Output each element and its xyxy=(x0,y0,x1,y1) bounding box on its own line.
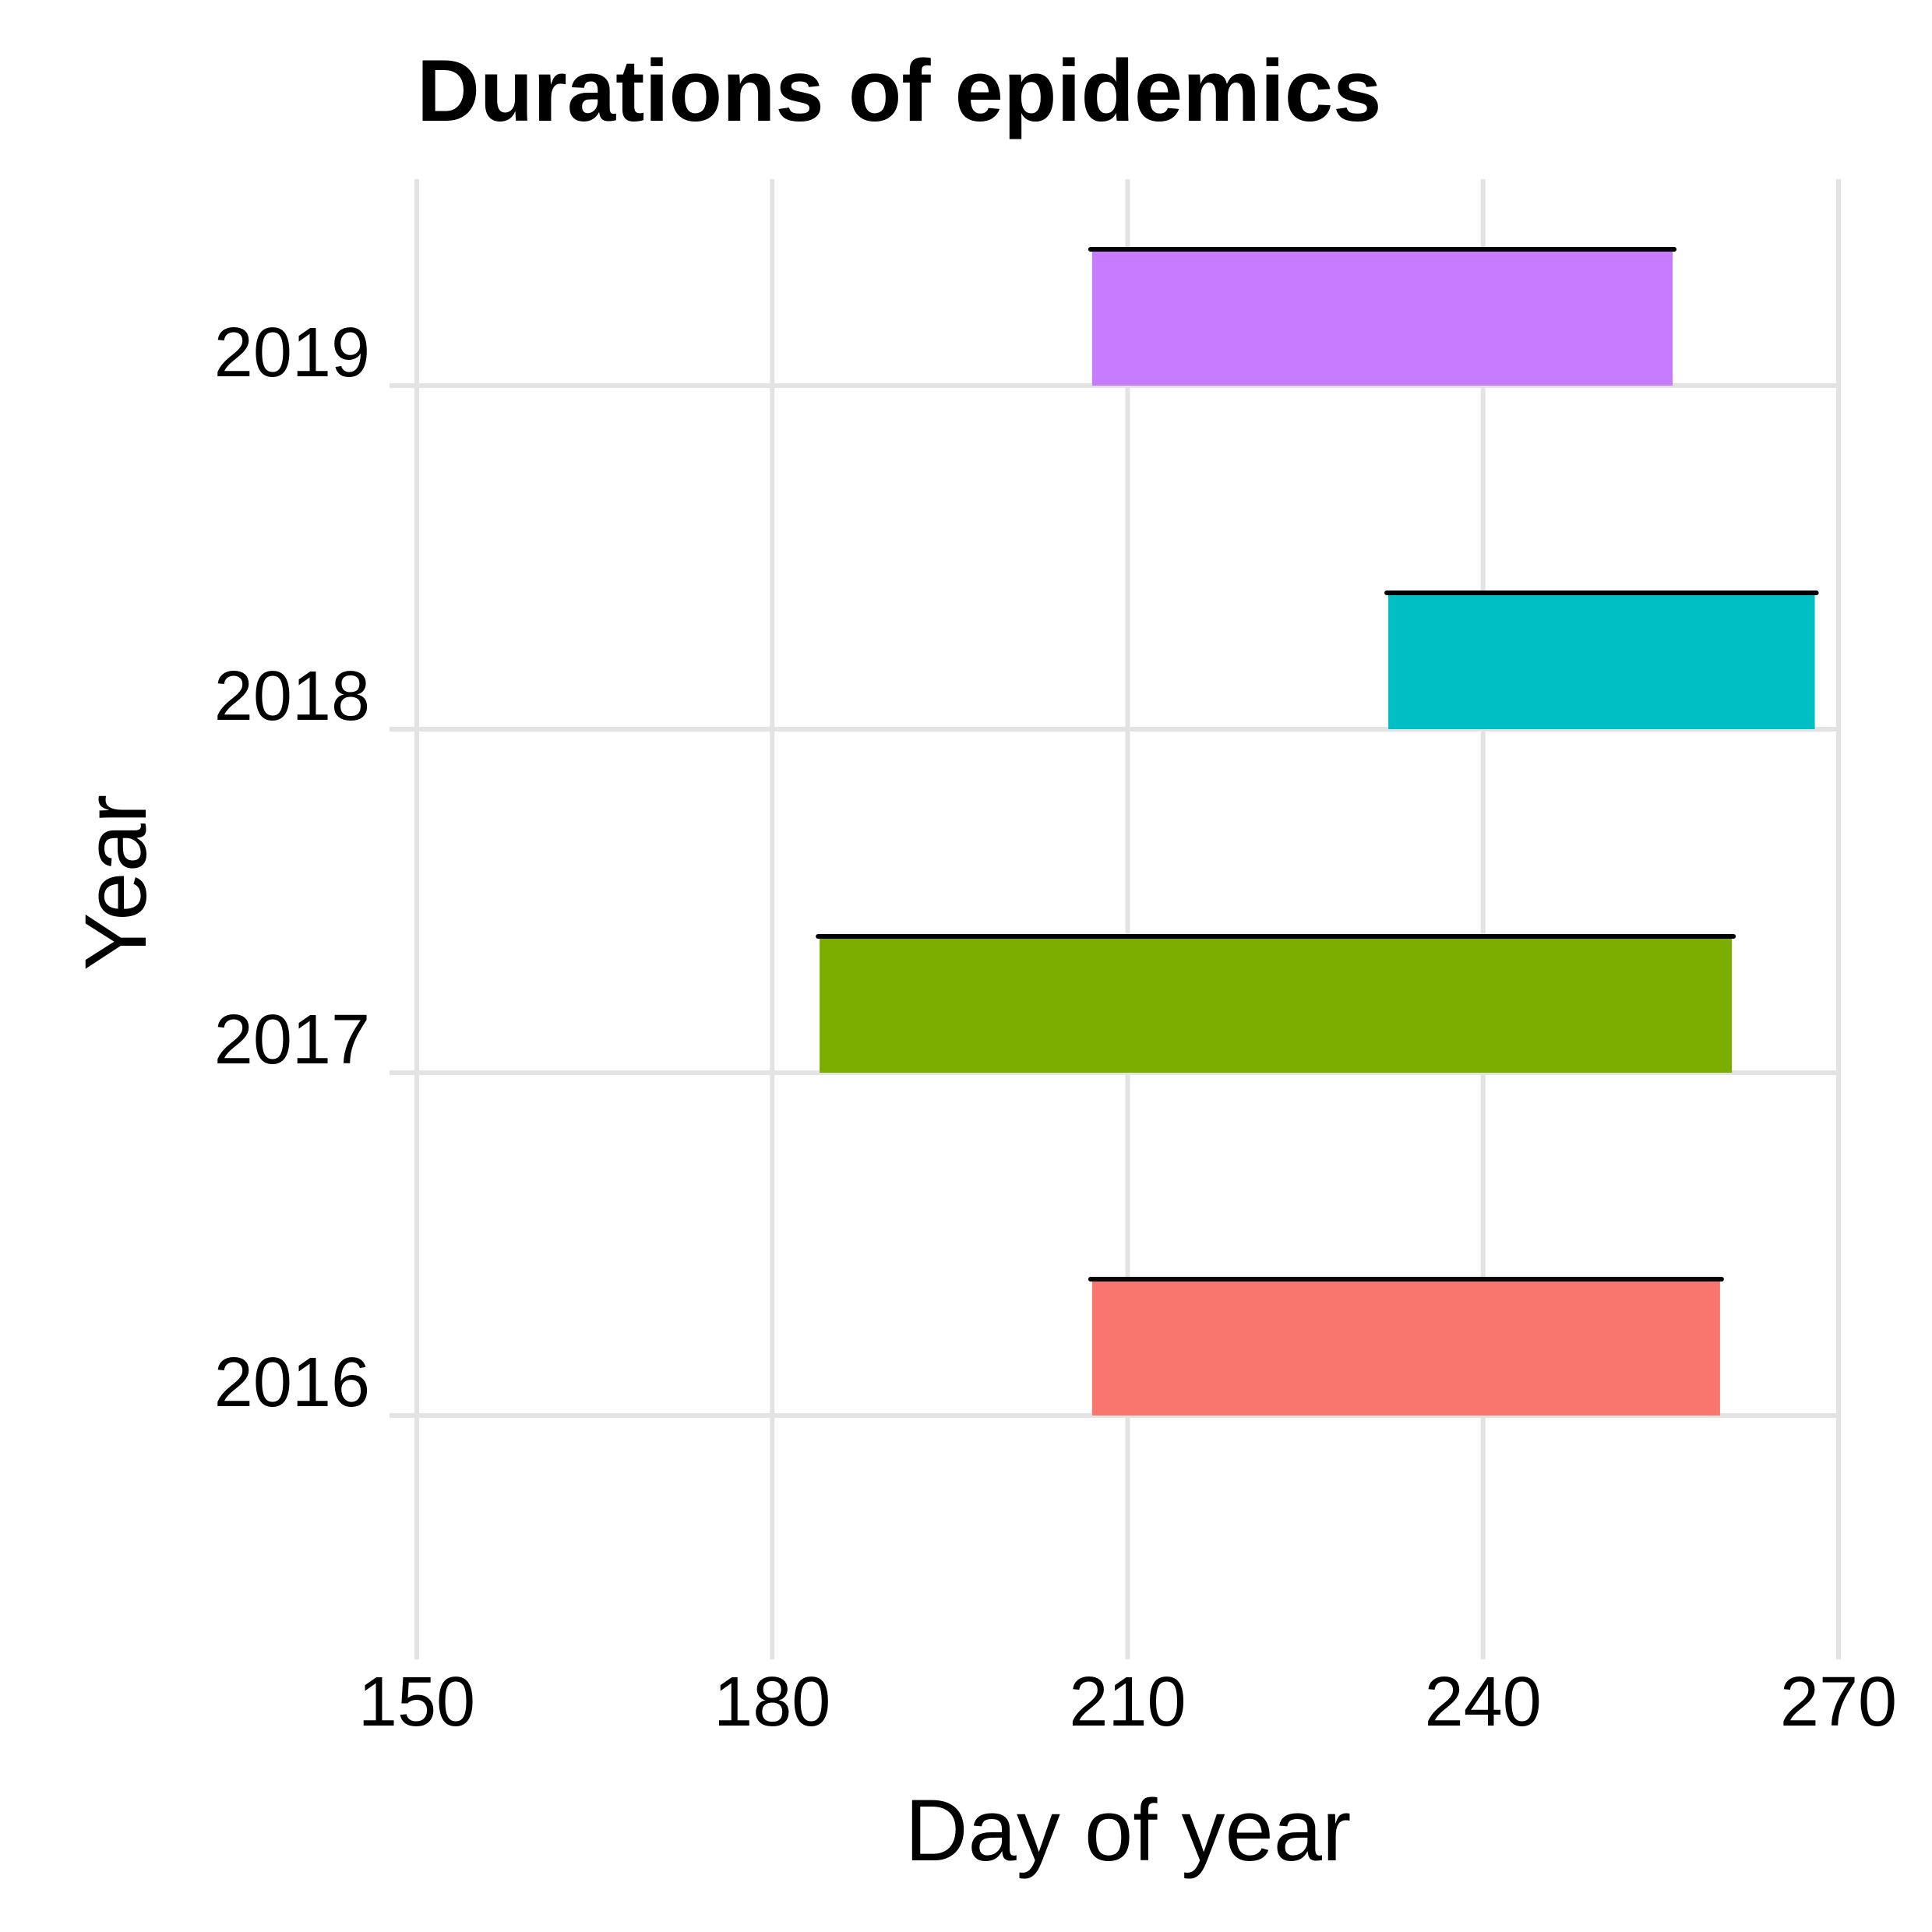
bars-layer xyxy=(816,247,1819,1416)
y-tick-label-2016: 2016 xyxy=(214,1344,370,1422)
bar-2019 xyxy=(1091,249,1673,386)
x-axis-title: Day of year xyxy=(905,1782,1352,1879)
bar-2016 xyxy=(1091,1279,1720,1416)
y-tick-label-2018: 2018 xyxy=(214,658,370,735)
x-tick-label-180: 180 xyxy=(714,1663,830,1741)
y-axis-title: Year xyxy=(67,795,164,971)
y-tick-label-2019: 2019 xyxy=(214,314,370,392)
chart-title: Durations of epidemics xyxy=(417,42,1381,139)
y-tick-label-2017: 2017 xyxy=(214,1001,370,1079)
grid-layer xyxy=(413,179,1841,1644)
x-tick-label-150: 150 xyxy=(358,1663,475,1741)
ticks-layer: 150 180 210 240 270 2016 2017 2018 2019 xyxy=(214,314,1897,1741)
x-tick-label-240: 240 xyxy=(1425,1663,1542,1741)
bar-2018 xyxy=(1388,593,1815,729)
x-tick-label-270: 270 xyxy=(1780,1663,1897,1741)
bar-2017 xyxy=(820,936,1733,1073)
x-tick-label-210: 210 xyxy=(1069,1663,1186,1741)
